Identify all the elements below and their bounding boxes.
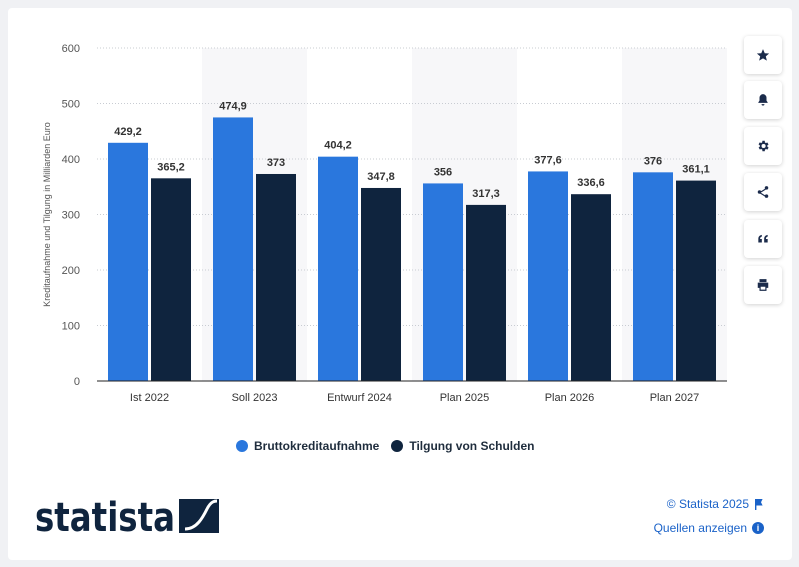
bell-icon xyxy=(758,94,768,106)
star-icon xyxy=(756,49,770,61)
data-label: 336,6 xyxy=(577,177,605,189)
legend-item-bruttokreditaufnahme[interactable]: Bruttokreditaufnahme xyxy=(236,439,379,453)
data-label: 373 xyxy=(267,157,285,169)
chart-legend: Bruttokreditaufnahme Tilgung von Schulde… xyxy=(236,438,534,454)
x-tick-label: Plan 2027 xyxy=(650,392,700,404)
x-tick-label: Soll 2023 xyxy=(232,392,278,404)
copyright-link[interactable]: © Statista 2025 xyxy=(667,497,764,511)
statista-logo[interactable]: statista xyxy=(35,497,221,535)
data-label: 347,8 xyxy=(367,171,395,183)
brand-text: statista xyxy=(35,497,175,535)
share-button[interactable] xyxy=(744,173,782,211)
y-tick-label: 0 xyxy=(74,376,80,388)
copyright-text: © Statista 2025 xyxy=(666,497,749,511)
settings-button[interactable] xyxy=(744,127,782,165)
x-tick-label: Entwurf 2024 xyxy=(327,392,392,404)
bar xyxy=(318,156,358,381)
data-label: 404,2 xyxy=(324,140,352,152)
bar xyxy=(466,204,506,381)
bar xyxy=(256,173,296,381)
print-button[interactable] xyxy=(744,266,782,304)
cite-button[interactable] xyxy=(744,220,782,258)
data-label: 317,3 xyxy=(472,188,500,200)
quote-icon xyxy=(758,234,768,243)
bar-chart: 0 100 200 300 400 500 600 Kreditaufnahme und Ti… xyxy=(42,43,727,404)
legend-dot xyxy=(236,440,248,452)
x-tick-label: Plan 2026 xyxy=(545,392,595,404)
bar xyxy=(108,142,148,381)
bar xyxy=(361,187,401,381)
info-icon: i xyxy=(752,522,764,534)
share-icon xyxy=(757,186,769,198)
y-tick-label: 400 xyxy=(62,154,80,166)
data-label: 376 xyxy=(644,155,662,167)
y-tick-label: 200 xyxy=(62,265,80,277)
sources-text: Quellen anzeigen xyxy=(653,521,747,535)
legend-label: Tilgung von Schulden xyxy=(409,439,535,453)
data-label: 377,6 xyxy=(534,154,562,166)
legend-item-tilgung[interactable]: Tilgung von Schulden xyxy=(391,439,534,453)
sources-link[interactable]: Quellen anzeigen i xyxy=(654,521,764,535)
data-label: 361,1 xyxy=(682,164,710,176)
y-tick-label: 300 xyxy=(62,210,80,222)
y-tick-label: 100 xyxy=(62,321,80,333)
y-tick-label: 500 xyxy=(62,99,80,111)
bar xyxy=(213,117,253,382)
x-tick-label: Plan 2025 xyxy=(440,392,490,404)
favorite-button[interactable] xyxy=(744,36,782,74)
y-axis-label: Kreditaufnahme und Tilgung in Milliarden… xyxy=(42,122,52,307)
x-tick-label: Ist 2022 xyxy=(130,392,169,404)
bar xyxy=(528,171,568,381)
bar xyxy=(633,172,673,381)
bar xyxy=(151,178,191,381)
data-label: 429,2 xyxy=(114,126,142,138)
bar xyxy=(423,183,463,381)
bar xyxy=(571,194,611,381)
print-icon xyxy=(757,279,769,291)
data-label: 474,9 xyxy=(219,100,247,112)
flag-icon xyxy=(755,498,763,510)
legend-dot xyxy=(391,440,404,452)
legend-label: Bruttokreditaufnahme xyxy=(254,439,380,453)
bar xyxy=(676,180,716,381)
data-label: 365,2 xyxy=(157,161,185,173)
gear-icon xyxy=(758,140,769,152)
chart-card: 0 100 200 300 400 500 600 Kreditaufnahme und Ti… xyxy=(8,8,792,560)
data-label: 356 xyxy=(434,166,452,178)
notification-button[interactable] xyxy=(744,81,782,119)
y-tick-label: 600 xyxy=(62,43,80,55)
